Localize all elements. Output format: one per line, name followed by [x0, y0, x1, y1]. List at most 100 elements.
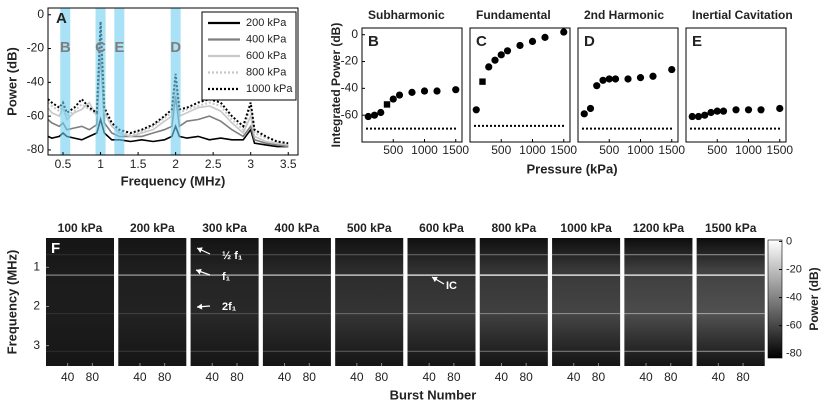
x-tick-label: 1.5: [130, 157, 147, 171]
x-tick-label: 1500: [658, 143, 685, 157]
x-tick-label: 40: [61, 370, 75, 384]
point: [395, 91, 404, 99]
annotation: f₁: [222, 271, 231, 283]
colorbar-tick-label: -20: [786, 263, 802, 275]
frequency-band: [170, 8, 181, 155]
band-label: C: [95, 39, 106, 56]
spectrogram: 600 kPa 40 80: [407, 221, 476, 384]
band-label: D: [170, 39, 181, 56]
panel-label: F: [51, 240, 60, 257]
x-axis-label: Burst Number: [390, 387, 477, 402]
x-tick-label: 3.5: [280, 157, 297, 171]
point: [701, 111, 709, 119]
x-tick-label: 1500: [766, 143, 793, 157]
spectrogram-haze: [190, 238, 259, 366]
axes-frame: [685, 27, 787, 143]
x-axis-label: Pressure (kPa): [526, 161, 617, 176]
point: [408, 88, 416, 96]
point: [668, 65, 676, 74]
spectrogram-haze: [46, 238, 114, 366]
y-axis-label: Power (dB): [4, 47, 19, 116]
legend: 200 kPa 400 kPa 600 kPa 800 kPa 1000 kPa: [201, 11, 297, 101]
point: [497, 51, 505, 59]
point: [732, 106, 740, 114]
point: [713, 107, 721, 115]
annotation-arrowhead: [197, 247, 203, 253]
x-tick-label: 40: [567, 370, 581, 384]
x-tick-label: 40: [278, 370, 292, 384]
point: [624, 75, 632, 83]
x-tick-label: 1000: [627, 143, 654, 157]
x-tick-label: 2.5: [205, 157, 222, 171]
point: [389, 95, 397, 103]
x-tick-label: 80: [736, 370, 750, 384]
y-tick-label: -20: [27, 41, 45, 55]
panel-label: A: [56, 10, 67, 27]
point: [757, 106, 765, 114]
x-tick-label: 500: [383, 143, 403, 157]
colorbar-tick-label: -80: [786, 348, 802, 360]
point: [649, 72, 657, 80]
point: [370, 111, 379, 119]
point: [560, 28, 568, 36]
x-tick-label: 80: [519, 370, 533, 384]
spectrum-line: [48, 31, 289, 146]
axes-frame: [47, 7, 299, 156]
x-tick-label: 40: [712, 370, 726, 384]
x-tick-label: 80: [303, 370, 317, 384]
point: [485, 63, 493, 71]
x-tick-label: 80: [158, 370, 172, 384]
x-tick-label: 80: [592, 370, 606, 384]
y-tick-label: -40: [27, 75, 45, 89]
point: [707, 108, 715, 117]
point: [611, 75, 620, 83]
point: [528, 37, 537, 46]
x-tick-label: 500: [491, 143, 511, 157]
y-tick-label: 0: [37, 7, 44, 21]
point: [605, 75, 613, 83]
x-tick-label: 40: [639, 370, 653, 384]
panel-title: Subharmonic: [368, 8, 445, 22]
colorbar-tick-label: 0: [786, 235, 792, 247]
annotation-arrowhead: [196, 268, 202, 275]
panel-label: E: [692, 33, 702, 50]
panel-label: C: [476, 33, 487, 50]
colorbar-tick-label: -40: [786, 292, 802, 304]
x-tick-label: 80: [375, 370, 389, 384]
y-tick-label: -20: [341, 54, 359, 68]
x-tick-label: 1500: [550, 143, 577, 157]
spectrogram: 300 kPa 40 80: [190, 221, 259, 384]
spectrogram: 800 kPa 40 80: [479, 221, 548, 384]
y-tick-label: 1: [33, 260, 40, 274]
point: [694, 112, 703, 121]
spectrogram-haze: [118, 238, 187, 366]
x-tick-label: 2: [172, 157, 179, 171]
spectrogram-haze: [696, 238, 765, 366]
y-axis-label: Integrated Power (dB): [329, 23, 343, 148]
x-tick-label: 500: [707, 143, 727, 157]
spectrogram-title: 1000 kPa: [560, 221, 612, 235]
x-tick-label: 1: [97, 157, 104, 171]
point: [776, 104, 784, 113]
point: [580, 110, 588, 118]
spectrogram: 200 kPa 40 80: [118, 221, 187, 384]
panel-title: 2nd Harmonic: [584, 8, 664, 22]
spectrogram-title: 800 kPa: [491, 221, 536, 235]
spectrogram: 1500 kPa 40 80: [696, 221, 765, 384]
x-tick-label: 0.5: [55, 157, 72, 171]
spectrogram-haze: [552, 238, 621, 366]
point: [433, 87, 441, 95]
y-tick-label: 2: [33, 299, 40, 313]
point: [491, 56, 499, 64]
x-tick-label: 40: [206, 370, 220, 384]
spectrogram: 400 kPa 40 80: [262, 221, 331, 384]
colorbar-label: Power (dB): [807, 267, 821, 330]
band-label: B: [60, 39, 71, 56]
x-tick-label: 80: [230, 370, 244, 384]
x-tick-label: 40: [495, 370, 509, 384]
spectrogram-title: 1500 kPa: [705, 221, 757, 235]
x-tick-label: 1000: [519, 143, 546, 157]
spectrogram-haze: [624, 238, 693, 366]
axes-frame: [361, 27, 463, 143]
